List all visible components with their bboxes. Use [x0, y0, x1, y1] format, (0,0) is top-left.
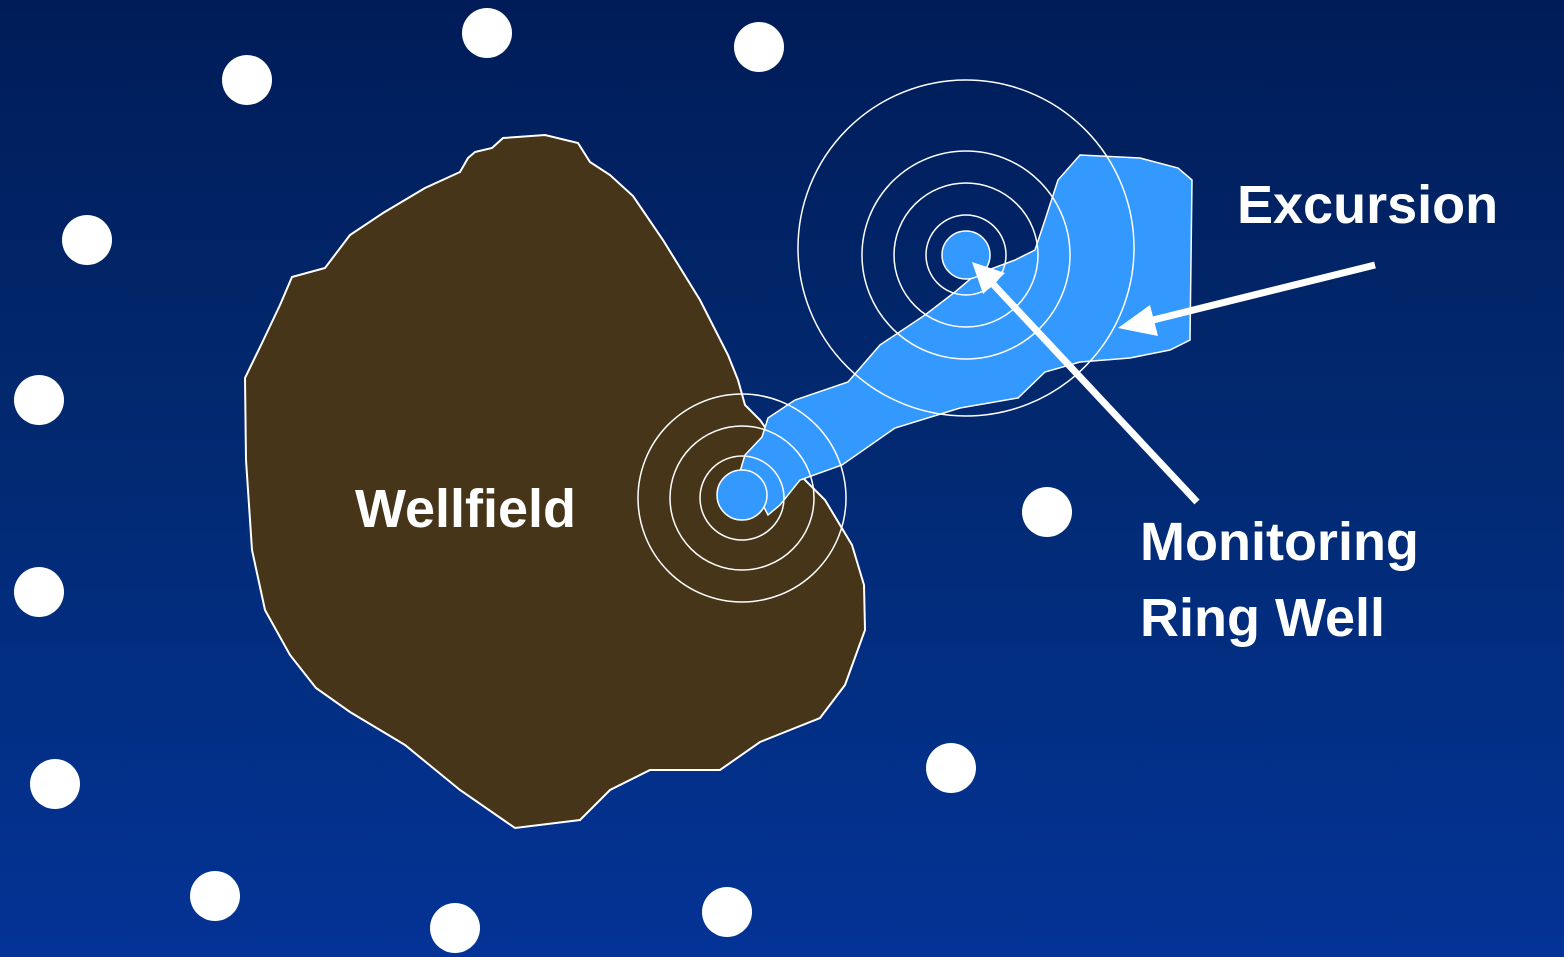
ring: [925, 214, 1007, 296]
ring: [637, 393, 847, 603]
monitoring-well-dot: [62, 215, 112, 265]
wellfield-area: [243, 133, 867, 830]
ring: [699, 455, 785, 541]
monitoring-well-dot: [734, 22, 784, 72]
excursion-arrow-head: [1118, 305, 1158, 336]
monitoring-well-rings: [797, 79, 1135, 417]
monitoring-arrow-head: [972, 262, 1005, 294]
monitoring-well-dot: [702, 887, 752, 937]
monitoring-well-dot: [462, 8, 512, 58]
monitoring-well-dot: [14, 567, 64, 617]
excursion-label: Excursion: [1237, 175, 1498, 235]
monitoring-label-line2: Ring Well: [1140, 588, 1385, 648]
monitoring-well-dot: [222, 55, 272, 105]
excursion-arrow-line: [1144, 261, 1376, 326]
arrows: [972, 261, 1376, 505]
wellfield-label: Wellfield: [355, 479, 576, 539]
ring: [797, 79, 1135, 417]
monitoring-arrow-line: [989, 280, 1200, 505]
monitoring-well-dot: [190, 871, 240, 921]
monitoring-well-dot: [30, 759, 80, 809]
monitoring-well-dot: [430, 903, 480, 953]
monitoring-well-dot: [1022, 487, 1072, 537]
ring: [669, 425, 815, 571]
monitoring-well-dot: [14, 375, 64, 425]
monitoring-ring-wells: [14, 8, 1072, 953]
ring: [861, 150, 1071, 360]
monitoring-well-dot: [926, 743, 976, 793]
excursion-plume: [737, 154, 1193, 517]
ring: [893, 182, 1039, 328]
monitoring-label-line1: Monitoring: [1140, 512, 1419, 572]
wellfield-well: [716, 469, 768, 521]
wellfield-well-rings: [637, 393, 847, 603]
